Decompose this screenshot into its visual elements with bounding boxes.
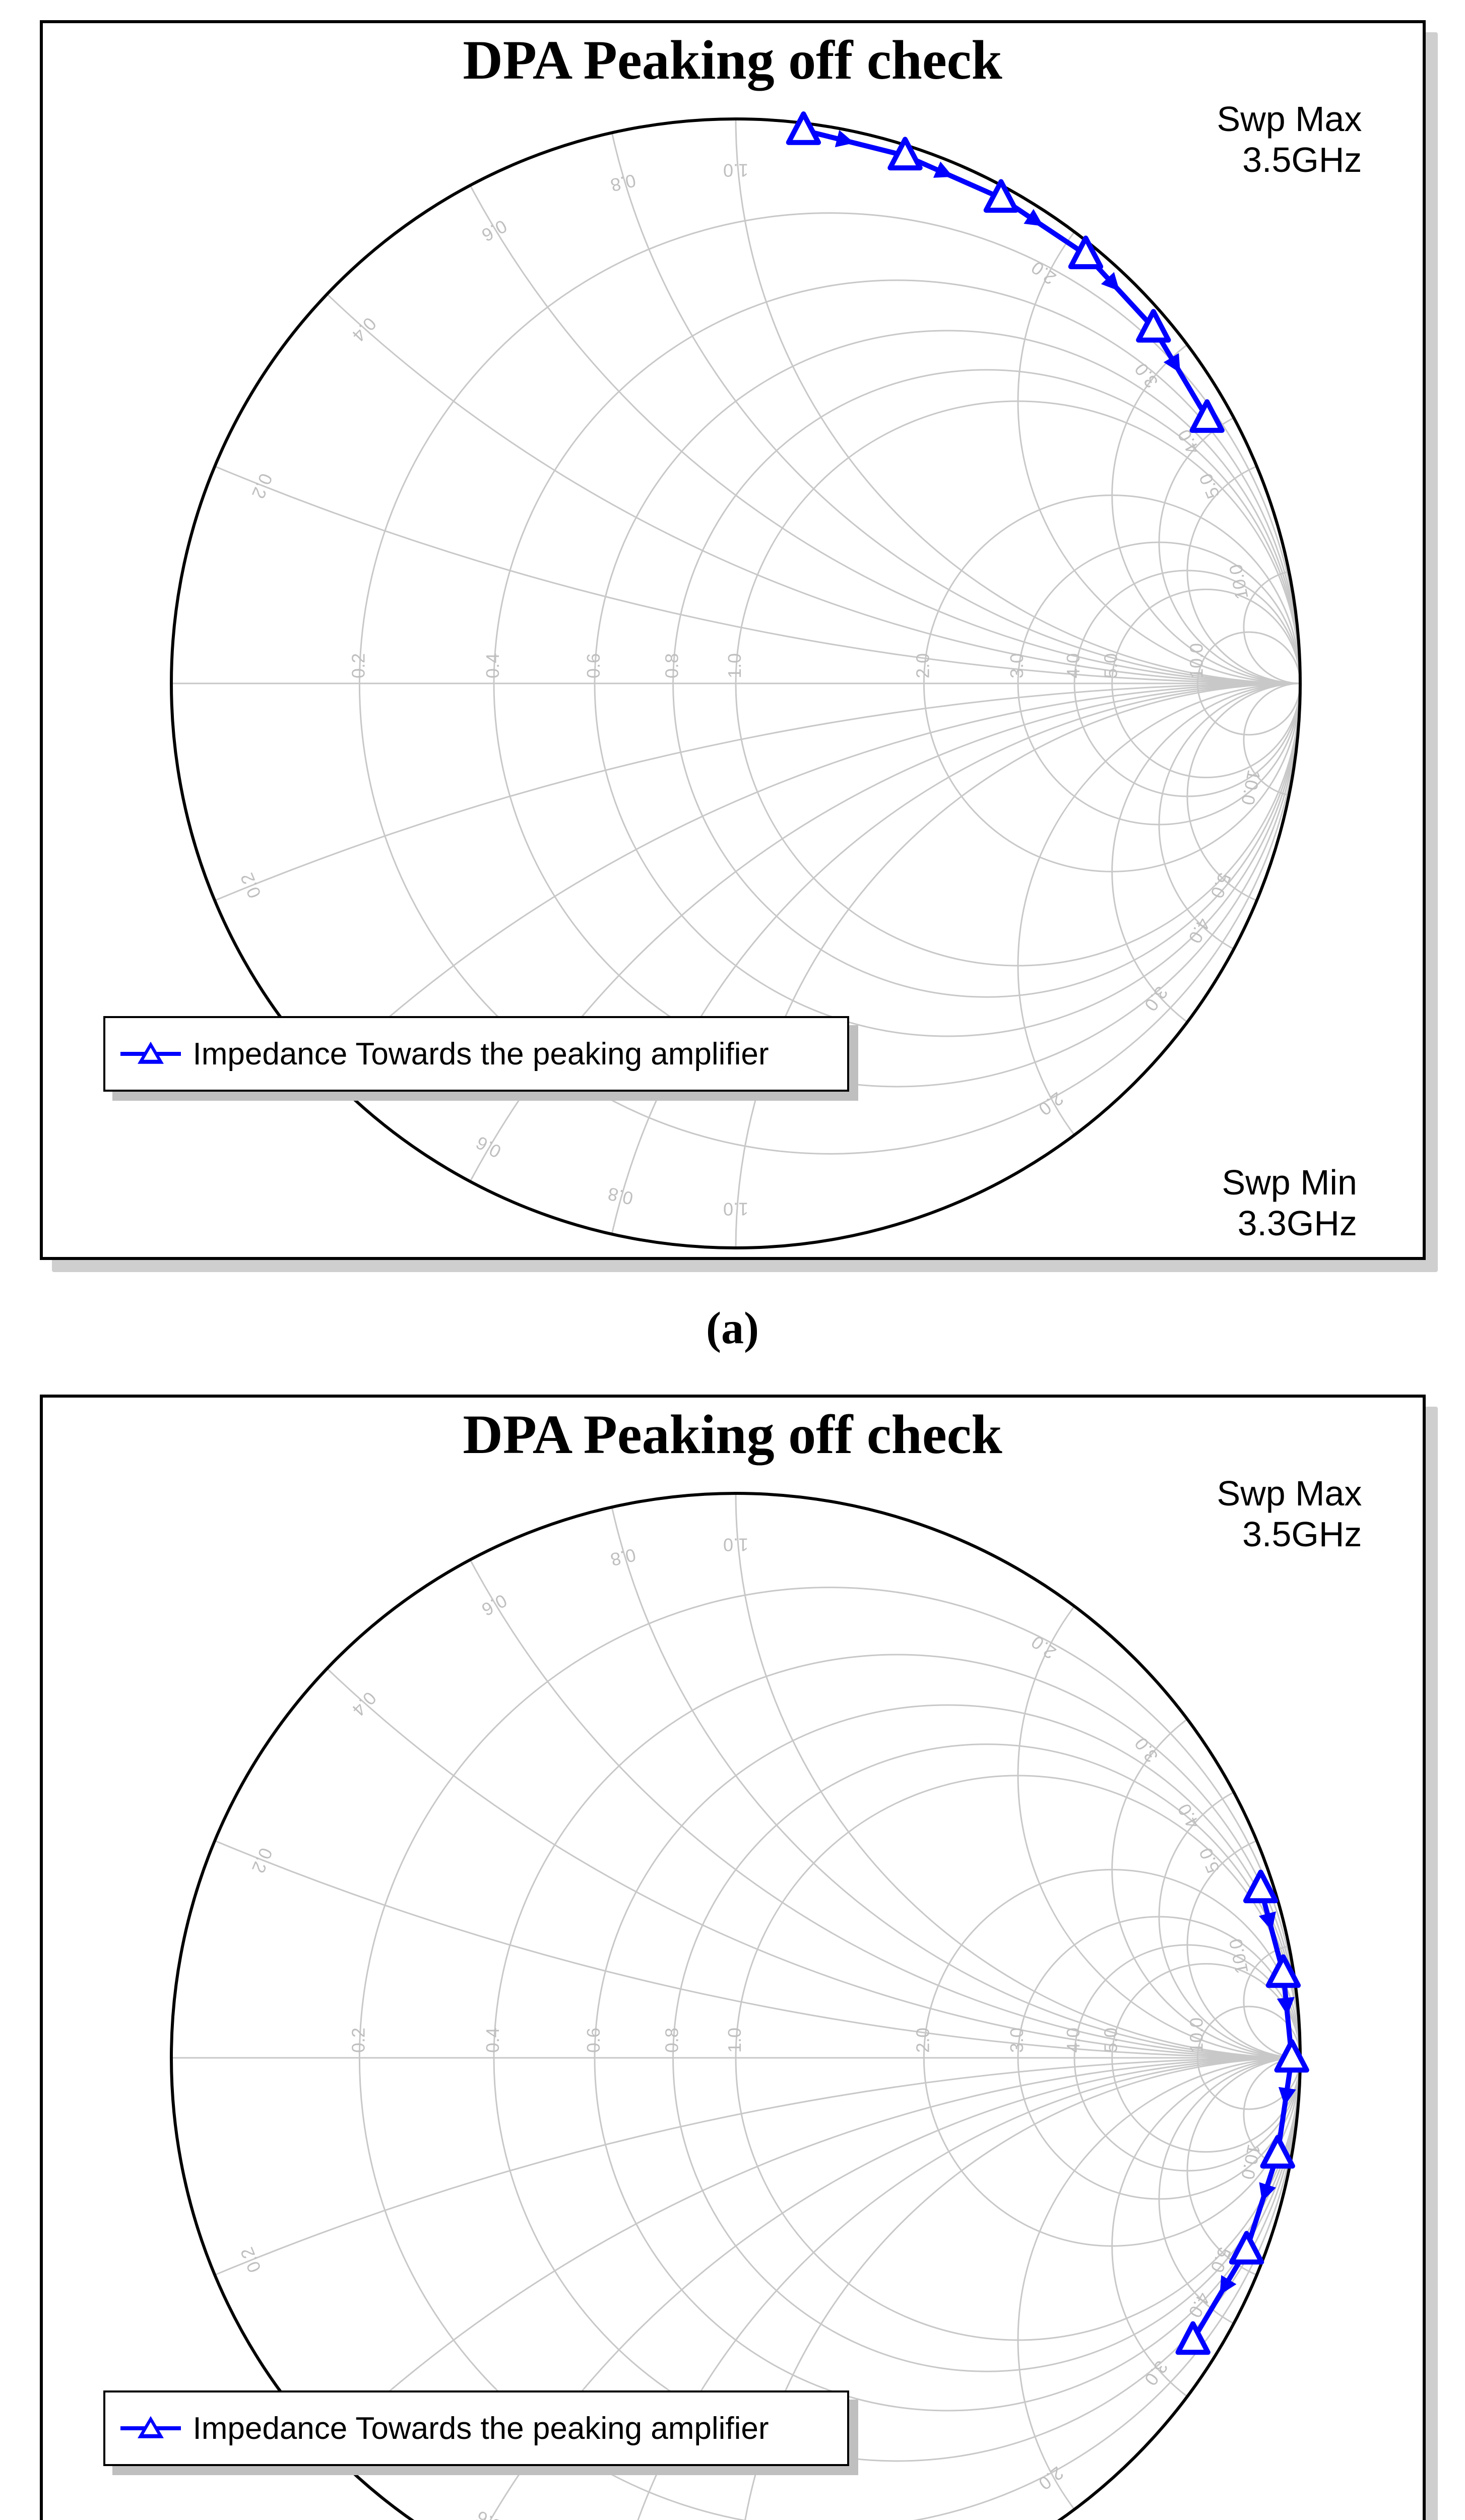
svg-text:2.0: 2.0	[912, 2028, 933, 2053]
svg-text:0.2: 0.2	[348, 653, 368, 678]
subfigure-label-a: (a)	[0, 1302, 1465, 1354]
svg-text:0.8: 0.8	[608, 170, 638, 196]
svg-text:0.4: 0.4	[482, 2028, 503, 2053]
svg-text:1.0: 1.0	[724, 2028, 745, 2053]
svg-text:0.2: 0.2	[247, 1845, 276, 1876]
svg-text:10.0: 10.0	[1186, 643, 1206, 678]
svg-text:1.0: 1.0	[723, 160, 748, 181]
svg-text:1.0: 1.0	[723, 1199, 748, 1219]
smith-chart-b: 0.20.40.60.81.02.03.04.05.010.00.20.20.4…	[43, 1398, 1429, 2520]
sweep-max-text1: Swp Max	[1217, 1474, 1362, 1513]
svg-text:3.0: 3.0	[1130, 1734, 1162, 1767]
svg-text:0.6: 0.6	[472, 2506, 504, 2520]
svg-text:0.6: 0.6	[478, 1590, 510, 1620]
sweep-max-text1: Swp Max	[1217, 99, 1362, 139]
svg-text:0.2: 0.2	[236, 2244, 265, 2276]
svg-text:0.2: 0.2	[236, 870, 265, 901]
svg-text:4.0: 4.0	[1063, 2028, 1084, 2053]
svg-text:2.0: 2.0	[912, 653, 933, 678]
svg-text:1.0: 1.0	[724, 653, 745, 678]
svg-text:3.0: 3.0	[1006, 653, 1027, 678]
sweep-max-label: Swp Max 3.5GHz	[1217, 99, 1362, 180]
svg-text:0.6: 0.6	[583, 653, 604, 678]
sweep-min-label: Swp Min 3.3GHz	[1222, 1162, 1357, 1243]
svg-text:3.0: 3.0	[1130, 359, 1162, 392]
svg-text:5.0: 5.0	[1195, 471, 1224, 502]
svg-text:5.0: 5.0	[1195, 1845, 1224, 1876]
svg-text:0.4: 0.4	[482, 653, 503, 678]
svg-text:10.0: 10.0	[1186, 2018, 1206, 2053]
svg-text:1.0: 1.0	[723, 1535, 748, 1555]
chart-panel-b: DPA Peaking off check 0.20.40.60.81.02.0…	[40, 1395, 1426, 2520]
page: DPA Peaking off check 0.20.40.60.81.02.0…	[0, 0, 1465, 2520]
svg-text:0.6: 0.6	[478, 216, 510, 246]
svg-text:5.0: 5.0	[1100, 2028, 1121, 2053]
svg-text:0.6: 0.6	[583, 2028, 604, 2053]
svg-text:10.0: 10.0	[1225, 1937, 1252, 1976]
legend-text: Impedance Towards the peaking amplifier	[193, 2411, 769, 2446]
figure-a-wrap: DPA Peaking off check 0.20.40.60.81.02.0…	[40, 20, 1426, 1272]
svg-text:0.2: 0.2	[348, 2028, 368, 2053]
legend-marker-line	[120, 2426, 181, 2430]
legend-box: Impedance Towards the peaking amplifier	[103, 1016, 849, 1092]
svg-text:0.8: 0.8	[606, 1183, 635, 1209]
legend-marker-line	[120, 1052, 181, 1056]
sweep-max-text2: 3.5GHz	[1242, 140, 1362, 179]
svg-text:10.0: 10.0	[1225, 562, 1252, 601]
svg-text:10.0: 10.0	[1237, 2143, 1264, 2181]
sweep-max-text2: 3.5GHz	[1242, 1515, 1362, 1554]
svg-text:0.8: 0.8	[608, 1544, 638, 1570]
legend-triangle-icon	[138, 2416, 164, 2438]
svg-text:5.0: 5.0	[1100, 653, 1121, 678]
svg-text:0.6: 0.6	[472, 1132, 504, 1162]
chart-panel-a: DPA Peaking off check 0.20.40.60.81.02.0…	[40, 20, 1426, 1260]
svg-text:5.0: 5.0	[1206, 870, 1235, 901]
legend-text: Impedance Towards the peaking amplifier	[193, 1036, 769, 1072]
figure-b-wrap: DPA Peaking off check 0.20.40.60.81.02.0…	[40, 1395, 1426, 2520]
svg-text:10.0: 10.0	[1237, 768, 1264, 807]
legend-box: Impedance Towards the peaking amplifier	[103, 2390, 849, 2466]
svg-text:4.0: 4.0	[1063, 653, 1084, 678]
sweep-max-label: Swp Max 3.5GHz	[1217, 1473, 1362, 1554]
legend-triangle-icon	[138, 1042, 164, 1064]
sweep-min-text1: Swp Min	[1222, 1163, 1357, 1202]
sweep-min-text2: 3.3GHz	[1238, 1204, 1357, 1243]
svg-text:0.2: 0.2	[247, 471, 276, 502]
svg-text:3.0: 3.0	[1006, 2028, 1027, 2053]
svg-text:0.8: 0.8	[661, 653, 682, 678]
svg-text:0.8: 0.8	[661, 2028, 682, 2053]
